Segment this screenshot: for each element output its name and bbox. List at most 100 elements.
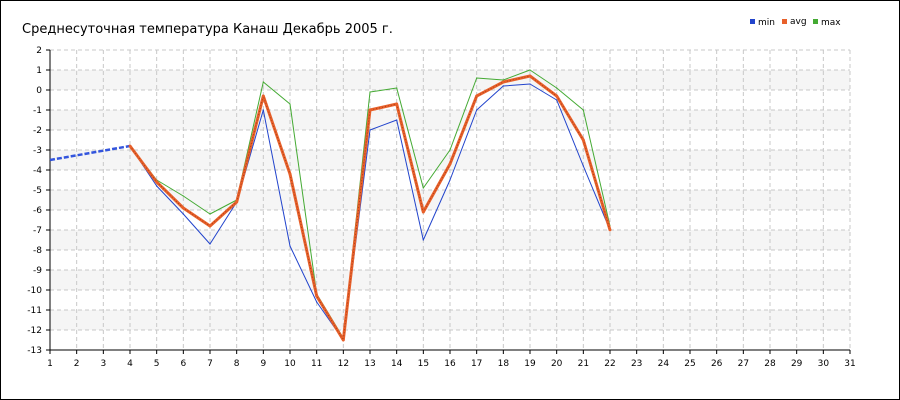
plot-band — [50, 270, 850, 290]
point-avg — [181, 206, 185, 210]
point-avg — [608, 228, 612, 232]
point-avg — [448, 162, 452, 166]
x-tick-label: 25 — [684, 359, 695, 369]
x-tick-label: 30 — [818, 359, 830, 369]
y-tick-label: -1 — [33, 106, 42, 116]
y-tick-label: -2 — [33, 126, 42, 136]
plot-background — [50, 50, 850, 350]
point-avg — [288, 172, 292, 176]
legend-label-min: min — [758, 18, 775, 28]
point-max — [396, 87, 398, 89]
point-avg — [235, 200, 239, 204]
point-avg — [555, 94, 559, 98]
y-tick-label: -12 — [27, 326, 42, 336]
point-max — [422, 187, 424, 189]
x-tick-label: 16 — [444, 359, 456, 369]
point-avg — [421, 210, 425, 214]
y-tick-label: -4 — [33, 166, 42, 176]
plot-band — [50, 290, 850, 310]
x-tick-label: 17 — [471, 359, 482, 369]
y-tick-label: -3 — [33, 146, 42, 156]
point-max — [476, 77, 478, 79]
x-tick-label: 1 — [47, 359, 53, 369]
point-max — [556, 87, 558, 89]
x-tick-label: 18 — [498, 359, 510, 369]
point-avg — [581, 138, 585, 142]
x-tick-label: 11 — [311, 359, 322, 369]
point-min — [369, 129, 371, 131]
point-min — [209, 243, 211, 245]
point-min — [556, 99, 558, 101]
point-max — [529, 69, 531, 71]
y-tick-label: -6 — [33, 206, 42, 216]
point-min — [529, 83, 531, 85]
y-tick-label: 1 — [36, 66, 42, 76]
point-avg — [155, 180, 159, 184]
y-tick-label: 2 — [36, 46, 42, 56]
x-tick-label: 23 — [631, 359, 642, 369]
x-tick-label: 28 — [764, 359, 776, 369]
point-min — [502, 85, 504, 87]
point-avg — [475, 94, 479, 98]
series-lines — [49, 69, 612, 342]
x-tick-label: 9 — [260, 359, 266, 369]
point-avg — [395, 102, 399, 106]
y-tick-label: -8 — [33, 246, 42, 256]
point-max — [582, 109, 584, 111]
point-avg — [368, 108, 372, 112]
point-max — [262, 81, 264, 83]
x-tick-label: 12 — [338, 359, 349, 369]
x-tick-label: 4 — [127, 359, 133, 369]
point-min — [422, 239, 424, 241]
point-max — [369, 91, 371, 93]
legend: min avg max — [750, 17, 841, 28]
x-tick-label: 14 — [391, 359, 403, 369]
x-tick-label: 29 — [791, 359, 803, 369]
point-min — [156, 185, 158, 187]
x-tick-label: 5 — [154, 359, 160, 369]
y-tick-label: -11 — [27, 306, 42, 316]
point-min — [262, 109, 264, 111]
y-tick-label: -5 — [33, 186, 42, 196]
x-tick-label: 26 — [711, 359, 723, 369]
chart-title: Среднесуточная температура Канаш Декабрь… — [22, 22, 393, 37]
x-tick-label: 10 — [284, 359, 296, 369]
point-min — [289, 245, 291, 247]
point-avg — [341, 338, 345, 342]
y-axis-ticks: 2 1 0 -1 -2 -3 -4 -5 -6 -7 -8 -9 -10 -11 -12 -13 — [27, 46, 50, 356]
x-tick-label: 8 — [234, 359, 240, 369]
x-tick-label: 2 — [74, 359, 80, 369]
legend-swatch-max — [813, 19, 818, 24]
point-min — [449, 179, 451, 181]
point-avg — [261, 94, 265, 98]
point-avg — [528, 74, 532, 78]
point-max — [502, 79, 504, 81]
x-tick-label: 6 — [180, 359, 186, 369]
x-tick-label: 21 — [578, 359, 589, 369]
point-avg — [128, 144, 132, 148]
x-tick-label: 19 — [524, 359, 536, 369]
legend-label-max: max — [821, 18, 841, 28]
point-avg — [208, 224, 212, 228]
point-min — [396, 119, 398, 121]
x-tick-label: 27 — [738, 359, 749, 369]
point-min — [476, 109, 478, 111]
legend-swatch-min — [750, 19, 755, 24]
point-avg — [501, 80, 505, 84]
x-axis-ticks: 1 2 3 4 5 6 7 8 9 10 11 12 13 14 15 16 17 18 19 20 21 22 23 24 2… — [47, 350, 856, 369]
y-tick-label: -9 — [33, 266, 42, 276]
x-tick-label: 7 — [207, 359, 213, 369]
point-max — [449, 149, 451, 151]
point-max — [182, 195, 184, 197]
x-tick-label: 13 — [364, 359, 375, 369]
y-tick-label: 0 — [36, 86, 42, 96]
x-tick-label: 15 — [418, 359, 429, 369]
series-line-interpolated — [49, 144, 131, 162]
point-max — [289, 103, 291, 105]
point-avg — [315, 294, 319, 298]
y-tick-label: -13 — [27, 346, 42, 356]
x-tick-label: 20 — [551, 359, 563, 369]
x-tick-label: 22 — [604, 359, 615, 369]
legend-label-avg: avg — [790, 17, 807, 27]
